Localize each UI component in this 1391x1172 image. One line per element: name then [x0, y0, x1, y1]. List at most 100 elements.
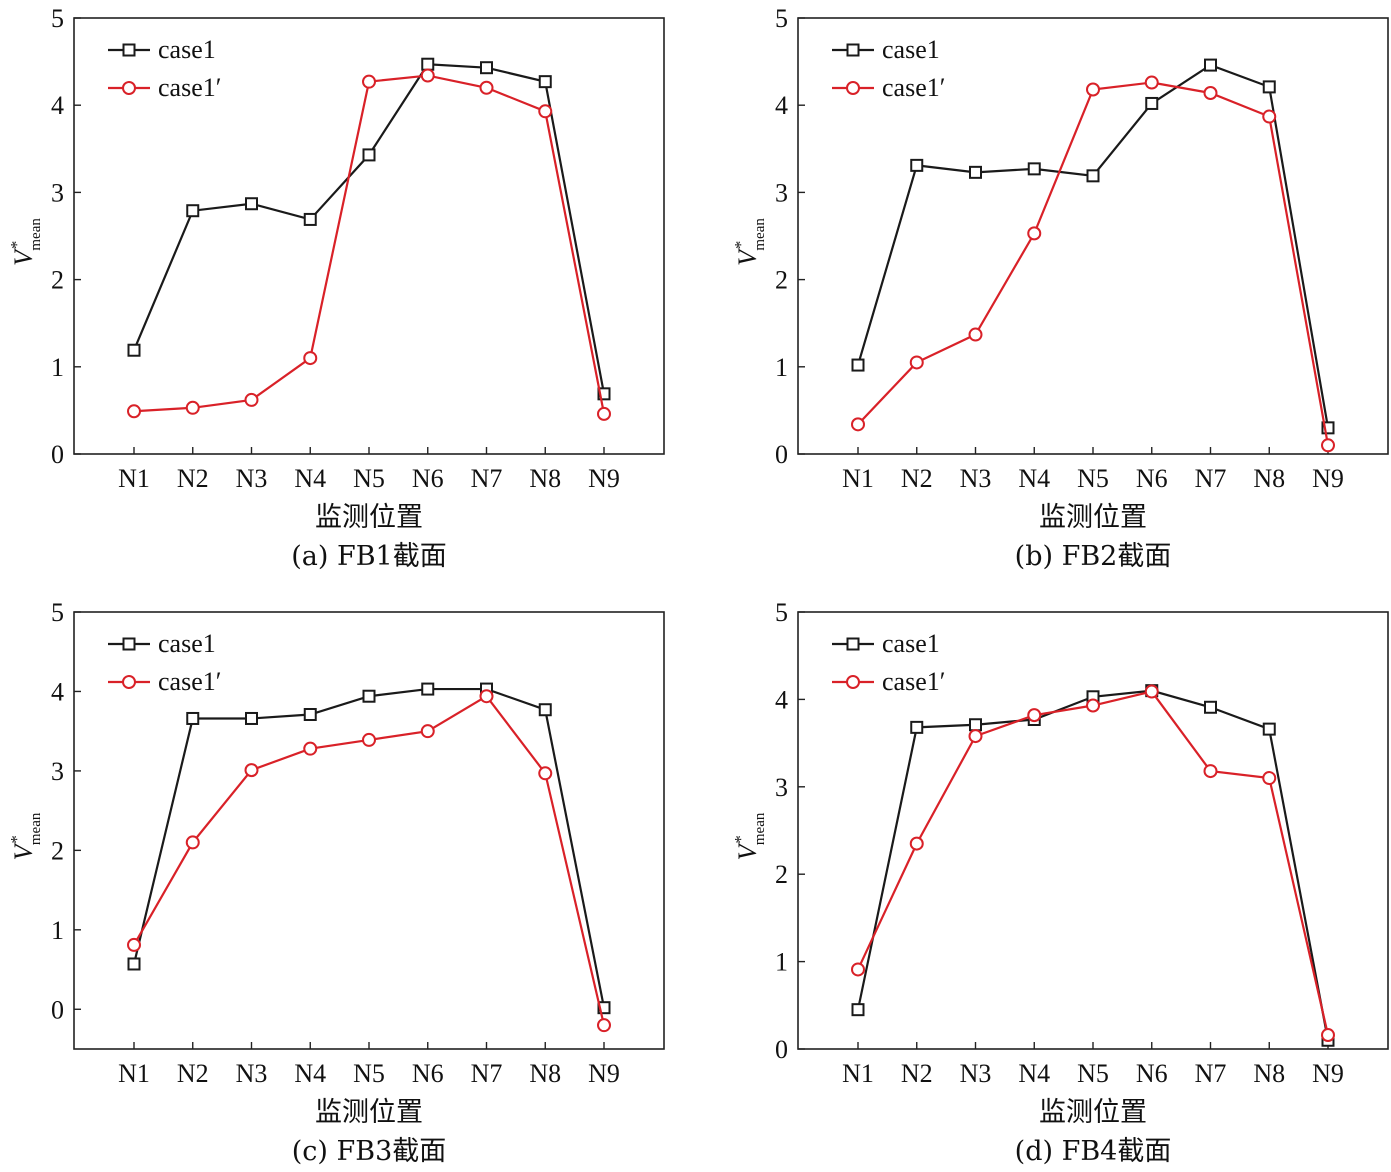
- panel-caption: (d) FB4截面: [1015, 1136, 1172, 1167]
- data-point: [1262, 771, 1277, 786]
- x-tick-label: N4: [294, 1059, 326, 1088]
- y-tick-label: 5: [775, 598, 788, 627]
- data-point: [127, 937, 141, 952]
- data-point: [851, 358, 865, 372]
- data-point: [1086, 698, 1100, 713]
- x-tick-label: N4: [1018, 1059, 1050, 1088]
- x-tick-label: N5: [353, 1059, 385, 1088]
- x-tick-label: N1: [118, 1059, 150, 1088]
- data-point: [362, 689, 376, 703]
- data-point: [538, 75, 552, 89]
- panel-caption: (a) FB1截面: [291, 541, 447, 572]
- data-point: [538, 104, 553, 119]
- data-point: [1262, 109, 1277, 124]
- panel-c: 0 1 2 3 4 5 N1 N2 N3 N4 N5 N6 N7 N8 N9 监测位置 (c) FB3截面 V* m…: [7, 598, 665, 1167]
- data-point: [420, 68, 435, 83]
- x-tick-label: N8: [529, 1059, 561, 1088]
- data-point: [421, 682, 435, 696]
- legend-marker: [846, 81, 860, 95]
- legend-marker: [122, 81, 136, 95]
- x-tick-label: N3: [960, 464, 992, 493]
- x-tick-label: N2: [177, 1059, 209, 1088]
- x-tick-label: N6: [1136, 464, 1168, 493]
- legend-label: case1′: [158, 73, 221, 102]
- data-point: [1204, 58, 1217, 72]
- y-tick-label: 5: [51, 598, 64, 627]
- legend: case1 case1′: [832, 629, 945, 696]
- data-point: [1203, 85, 1218, 100]
- y-tick-label: 2: [775, 860, 788, 889]
- y-tick-label: 3: [51, 757, 64, 786]
- data-point: [303, 212, 317, 226]
- y-tick-label: 5: [51, 4, 64, 33]
- x-axis-label: 监测位置: [315, 1097, 423, 1128]
- data-point: [910, 158, 924, 172]
- y-tick-label: 4: [51, 677, 64, 706]
- x-tick-label: N5: [1077, 1059, 1109, 1088]
- legend-marker: [122, 675, 136, 689]
- data-point: [362, 148, 376, 162]
- data-point: [910, 720, 924, 734]
- data-point: [851, 417, 865, 432]
- y-axis-label: V* mean: [7, 812, 44, 860]
- x-tick-label: N3: [236, 464, 268, 493]
- x-tick-label: N8: [1253, 464, 1285, 493]
- x-tick-label: N1: [118, 464, 150, 493]
- data-point: [1144, 75, 1159, 90]
- legend-label: case1: [882, 629, 940, 658]
- x-tick-label: N2: [901, 1059, 933, 1088]
- data-point: [185, 835, 200, 850]
- data-point: [538, 766, 553, 781]
- legend-marker: [846, 43, 860, 57]
- y-axis-label: V* mean: [7, 218, 44, 266]
- series-line: [856, 689, 1330, 1041]
- data-point: [362, 74, 376, 89]
- y-tick-label: 0: [51, 440, 64, 469]
- data-point: [851, 1003, 865, 1017]
- data-point: [597, 1001, 611, 1015]
- data-point: [186, 711, 200, 725]
- data-point: [1203, 764, 1218, 779]
- data-point: [1321, 438, 1335, 453]
- data-point: [127, 343, 141, 357]
- y-tick-label: 1: [775, 948, 788, 977]
- x-axis-label: 监测位置: [315, 502, 423, 533]
- data-point: [538, 703, 552, 717]
- data-point: [303, 741, 318, 756]
- data-point: [1144, 684, 1159, 699]
- y-axis-label: V* mean: [731, 812, 768, 860]
- x-tick-label: N4: [1018, 464, 1050, 493]
- data-point: [909, 836, 924, 851]
- data-point: [420, 724, 435, 739]
- x-tick-label: N1: [842, 464, 874, 493]
- data-point: [479, 80, 494, 95]
- data-point: [185, 400, 200, 415]
- panel-b: 0 1 2 3 4 5 N1 N2 N3 N4 N5 N6 N7 N8 N9 监测位置 (b) FB2截面 V* m…: [731, 4, 1389, 572]
- y-tick-label: 2: [51, 266, 64, 295]
- legend: case1 case1′: [832, 35, 945, 102]
- y-tick-label: 3: [775, 178, 788, 207]
- y-tick-label: 1: [51, 916, 64, 945]
- data-point: [480, 61, 493, 75]
- x-tick-label: N6: [1136, 1059, 1168, 1088]
- legend-label: case1′: [882, 667, 945, 696]
- y-tick-label: 0: [775, 1035, 788, 1064]
- legend-label: case1: [882, 35, 940, 64]
- x-tick-label: N7: [471, 1059, 503, 1088]
- x-tick-label: N2: [177, 464, 209, 493]
- y-axis-label: V* mean: [731, 218, 768, 266]
- x-tick-label: N9: [1312, 1059, 1344, 1088]
- data-point: [303, 707, 317, 721]
- data-point: [1027, 708, 1042, 723]
- data-point: [127, 404, 141, 419]
- data-point: [479, 689, 494, 704]
- legend: case1 case1′: [108, 35, 221, 102]
- y-tick-label: 0: [775, 440, 788, 469]
- legend: case1 case1′: [108, 629, 221, 696]
- data-point: [851, 962, 865, 977]
- legend-label: case1′: [158, 667, 221, 696]
- x-tick-label: N7: [471, 464, 503, 493]
- data-point: [969, 718, 982, 732]
- legend-label: case1′: [882, 73, 945, 102]
